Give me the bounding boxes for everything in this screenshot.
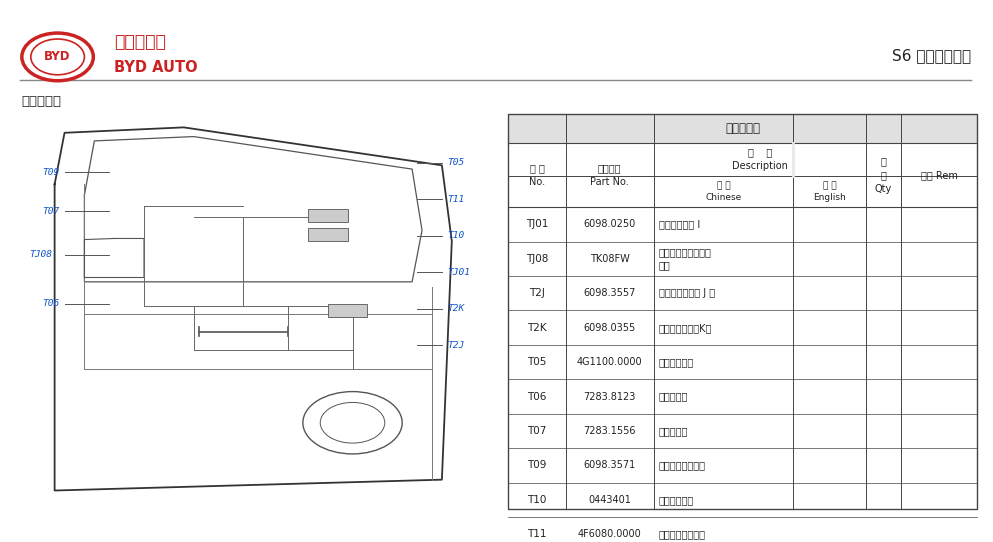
- Text: TJ01: TJ01: [447, 268, 470, 276]
- Text: T07: T07: [43, 207, 60, 216]
- Text: 4F6080.0000: 4F6080.0000: [578, 529, 641, 539]
- Text: 7283.1556: 7283.1556: [584, 426, 636, 436]
- Text: 数
量
Qty: 数 量 Qty: [875, 156, 893, 194]
- Text: T07: T07: [527, 426, 547, 436]
- Text: BYD: BYD: [45, 50, 71, 63]
- Text: 接门锁电机: 接门锁电机: [658, 426, 688, 436]
- Text: T06: T06: [527, 391, 547, 402]
- Text: 7283.8123: 7283.8123: [584, 391, 636, 402]
- Text: 接玻璃升降器开关: 接玻璃升降器开关: [658, 460, 706, 470]
- Text: 左前门线束: 左前门线束: [22, 95, 62, 108]
- Bar: [508, 114, 977, 509]
- Text: 0443401: 0443401: [588, 495, 632, 505]
- Text: BYD AUTO: BYD AUTO: [114, 60, 198, 75]
- Text: TJ01: TJ01: [526, 220, 548, 229]
- Text: 接仪表板配电盒 J 口: 接仪表板配电盒 J 口: [658, 288, 715, 298]
- Text: 比亚迪汽车: 比亚迪汽车: [114, 33, 166, 51]
- Text: 左前门线束: 左前门线束: [725, 122, 761, 135]
- Text: 接左前门灯: 接左前门灯: [658, 391, 688, 402]
- Text: 6098.3557: 6098.3557: [584, 288, 636, 298]
- Text: 接玻璃升降器电机: 接玻璃升降器电机: [658, 529, 706, 539]
- Text: T10: T10: [527, 495, 547, 505]
- Text: 6098.3571: 6098.3571: [584, 460, 636, 470]
- Text: T05: T05: [447, 158, 464, 167]
- Text: TJ08: TJ08: [526, 254, 548, 264]
- Text: 接电动后视镜: 接电动后视镜: [658, 357, 694, 367]
- Text: TK08FW: TK08FW: [590, 254, 630, 264]
- Text: T2K: T2K: [447, 305, 464, 313]
- Text: T10: T10: [447, 231, 464, 240]
- Text: T11: T11: [527, 529, 547, 539]
- Text: T11: T11: [447, 195, 464, 204]
- Text: T09: T09: [527, 460, 547, 470]
- Text: 英 文
English: 英 文 English: [813, 181, 846, 203]
- Text: T05: T05: [527, 357, 547, 367]
- Bar: [308, 209, 348, 222]
- Text: T09: T09: [43, 168, 60, 177]
- Text: 名    称
Description: 名 称 Description: [732, 147, 787, 171]
- Text: 备注 Rem: 备注 Rem: [921, 170, 957, 180]
- Text: TJ08: TJ08: [30, 250, 53, 259]
- Text: S6 轿车电路图册: S6 轿车电路图册: [892, 48, 971, 63]
- Text: 中 文
Chinese: 中 文 Chinese: [705, 181, 742, 203]
- Bar: [308, 228, 348, 241]
- Text: 接左前磁卡探测天线
引线: 接左前磁卡探测天线 引线: [658, 248, 712, 270]
- Text: T2K: T2K: [527, 322, 547, 333]
- Text: 零件编号
Part No.: 零件编号 Part No.: [590, 163, 629, 187]
- Text: 接仪表板线束 I: 接仪表板线束 I: [658, 220, 700, 229]
- Text: T06: T06: [43, 299, 60, 308]
- Text: 4G1100.0000: 4G1100.0000: [577, 357, 642, 367]
- Text: T2J: T2J: [447, 341, 464, 350]
- Bar: [508, 114, 977, 143]
- Text: 6098.0250: 6098.0250: [584, 220, 636, 229]
- Text: 序 号
No.: 序 号 No.: [529, 163, 545, 187]
- Text: 6098.0355: 6098.0355: [584, 322, 636, 333]
- Bar: [328, 304, 367, 317]
- Text: 接左前扬声器: 接左前扬声器: [658, 495, 694, 505]
- Text: 接仪表板配电盒K口: 接仪表板配电盒K口: [658, 322, 712, 333]
- Text: T2J: T2J: [529, 288, 545, 298]
